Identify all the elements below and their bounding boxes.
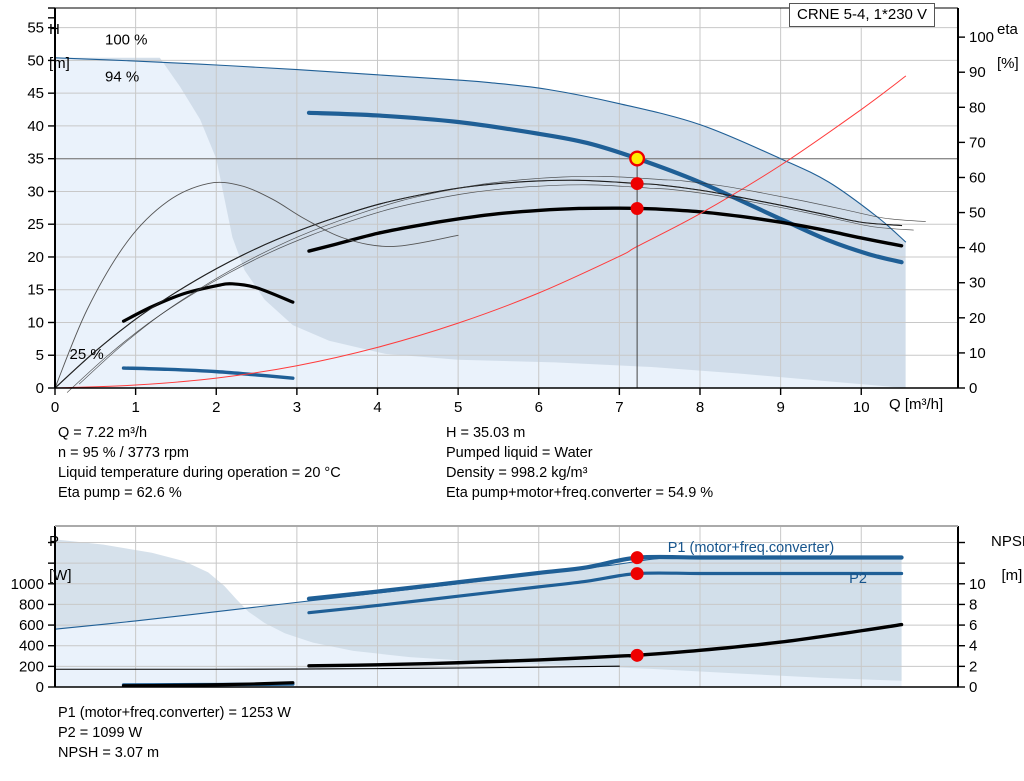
svg-text:80: 80 bbox=[969, 99, 986, 116]
svg-text:5: 5 bbox=[36, 347, 44, 364]
svg-text:8: 8 bbox=[696, 399, 704, 415]
svg-text:1000: 1000 bbox=[11, 576, 44, 593]
svg-text:20: 20 bbox=[27, 249, 44, 266]
svg-text:15: 15 bbox=[27, 282, 44, 299]
svg-text:100: 100 bbox=[969, 29, 994, 46]
series-label: P1 (motor+freq.converter) bbox=[668, 540, 834, 556]
svg-text:800: 800 bbox=[19, 596, 44, 613]
svg-text:0: 0 bbox=[36, 679, 44, 696]
top-chart-svg: 0510152025303540455055010203040506070809… bbox=[27, 7, 994, 415]
svg-text:1: 1 bbox=[131, 399, 139, 415]
speed-label: 100 % bbox=[105, 32, 148, 49]
svg-text:45: 45 bbox=[27, 85, 44, 102]
bottom-right-axis-title: NPSH [m] bbox=[966, 516, 1024, 601]
svg-text:40: 40 bbox=[969, 240, 986, 257]
top-x-axis-name: Q bbox=[889, 396, 901, 413]
svg-text:20: 20 bbox=[969, 310, 986, 327]
svg-text:8: 8 bbox=[969, 596, 977, 613]
svg-text:400: 400 bbox=[19, 638, 44, 655]
svg-text:6: 6 bbox=[969, 617, 977, 634]
svg-text:40: 40 bbox=[27, 118, 44, 135]
bottom-left-axis-title: P [W] bbox=[24, 516, 72, 601]
svg-text:4: 4 bbox=[969, 638, 977, 655]
bottom-left-axis-name: P bbox=[49, 533, 60, 550]
top-chart: H [m] eta [%] CRNE 5-4, 1*230 V Q [m³/h]… bbox=[24, 3, 1019, 415]
bottom-right-axis-name: NPSH bbox=[991, 533, 1024, 550]
svg-text:10: 10 bbox=[969, 345, 986, 362]
info-line: Eta pump = 62.6 % bbox=[58, 485, 182, 501]
svg-text:600: 600 bbox=[19, 617, 44, 634]
svg-text:25: 25 bbox=[27, 216, 44, 233]
svg-text:0: 0 bbox=[969, 380, 977, 397]
top-right-axis-name: eta bbox=[997, 21, 1018, 38]
bottom-right-axis-unit: [m] bbox=[1001, 567, 1023, 584]
svg-text:2: 2 bbox=[969, 658, 977, 675]
info-line: Liquid temperature during operation = 20… bbox=[58, 465, 341, 481]
svg-text:0: 0 bbox=[36, 380, 44, 397]
svg-text:50: 50 bbox=[27, 52, 44, 69]
svg-text:4: 4 bbox=[373, 399, 381, 415]
top-x-axis-title: Q [m³/h] bbox=[889, 396, 943, 413]
svg-text:10: 10 bbox=[969, 576, 986, 593]
info-top-col2: H = 35.03 m Pumped liquid = Water Densit… bbox=[446, 423, 713, 503]
bottom-chart: P [W] NPSH [m] P1 (motor+freq.converter)… bbox=[0, 512, 1024, 702]
svg-text:70: 70 bbox=[969, 134, 986, 151]
top-right-axis-title: eta [%] bbox=[972, 4, 1019, 89]
svg-text:3: 3 bbox=[293, 399, 301, 415]
info-line: Density = 998.2 kg/m³ bbox=[446, 465, 588, 481]
svg-text:60: 60 bbox=[969, 169, 986, 186]
svg-text:200: 200 bbox=[19, 658, 44, 675]
info-line: P2 = 1099 W bbox=[58, 725, 143, 741]
info-line: n = 95 % / 3773 rpm bbox=[58, 445, 189, 461]
svg-text:0: 0 bbox=[969, 679, 977, 696]
info-line: Q = 7.22 m³/h bbox=[58, 425, 148, 441]
model-badge: CRNE 5-4, 1*230 V bbox=[789, 3, 936, 27]
svg-text:35: 35 bbox=[27, 151, 44, 168]
svg-text:90: 90 bbox=[969, 64, 986, 81]
info-block-bottom: P1 (motor+freq.converter) = 1253 W P2 = … bbox=[58, 703, 291, 763]
svg-text:50: 50 bbox=[969, 205, 986, 222]
info-line: Eta pump+motor+freq.converter = 54.9 % bbox=[446, 485, 714, 501]
svg-text:6: 6 bbox=[535, 399, 543, 415]
series-label: P2 bbox=[849, 571, 867, 587]
top-x-axis-unit: [m³/h] bbox=[904, 396, 944, 413]
svg-text:2: 2 bbox=[212, 399, 220, 415]
speed-label: 94 % bbox=[105, 68, 139, 85]
info-block-top: Q = 7.22 m³/h n = 95 % / 3773 rpm Liquid… bbox=[0, 420, 1024, 508]
svg-text:0: 0 bbox=[51, 399, 59, 415]
top-left-axis-name: H bbox=[49, 21, 60, 38]
info-line: P1 (motor+freq.converter) = 1253 W bbox=[58, 705, 291, 721]
info-line: NPSH = 3.07 m bbox=[58, 745, 160, 761]
svg-text:5: 5 bbox=[454, 399, 462, 415]
svg-text:10: 10 bbox=[27, 314, 44, 331]
bottom-chart-svg: P1 (motor+freq.converter)P20200400600800… bbox=[11, 525, 986, 696]
svg-text:55: 55 bbox=[27, 20, 44, 37]
bottom-left-axis-unit: [W] bbox=[49, 567, 72, 584]
svg-text:30: 30 bbox=[969, 275, 986, 292]
top-left-axis-title: H [m] bbox=[24, 4, 70, 89]
top-right-axis-unit: [%] bbox=[997, 55, 1019, 72]
speed-label: 25 % bbox=[70, 346, 104, 363]
info-top-col1: Q = 7.22 m³/h n = 95 % / 3773 rpm Liquid… bbox=[58, 423, 341, 503]
svg-text:30: 30 bbox=[27, 183, 44, 200]
info-line: Pumped liquid = Water bbox=[446, 445, 593, 461]
info-line: H = 35.03 m bbox=[446, 425, 526, 441]
svg-text:9: 9 bbox=[776, 399, 784, 415]
top-left-axis-unit: [m] bbox=[49, 55, 70, 72]
svg-text:7: 7 bbox=[615, 399, 623, 415]
svg-text:10: 10 bbox=[853, 399, 870, 415]
